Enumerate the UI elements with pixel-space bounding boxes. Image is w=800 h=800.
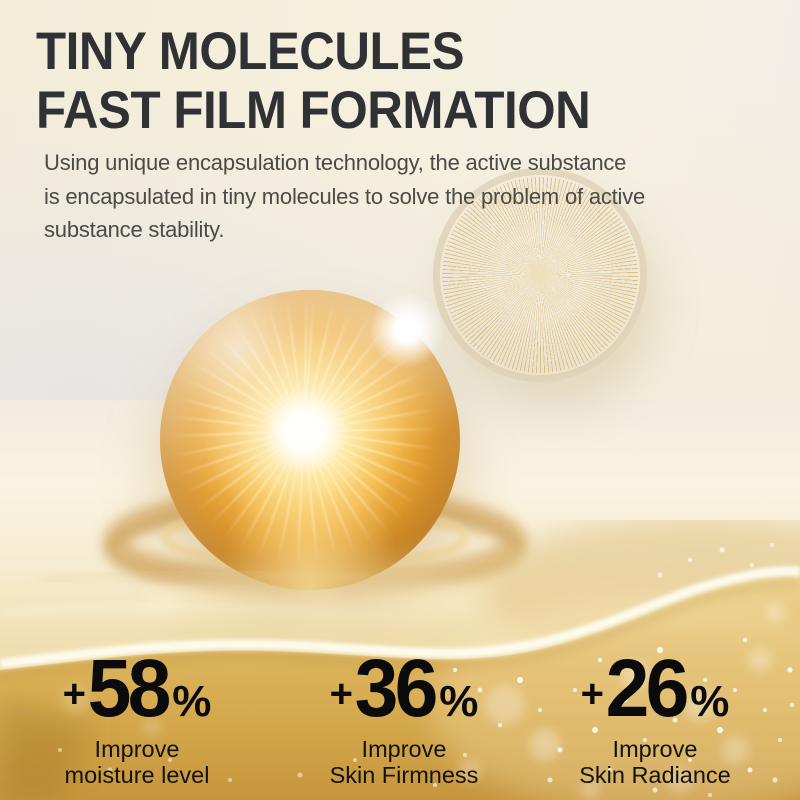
stat-firmness: + 36 % Improve Skin Firmness — [274, 643, 534, 788]
percent-sign: % — [439, 677, 479, 726]
title-line-1: TINY MOLECULES — [36, 22, 465, 81]
description-text: Using unique encapsulation technology, t… — [44, 146, 645, 247]
plus-sign: + — [580, 672, 604, 716]
stat-moisture-value: + 58 % — [7, 643, 267, 734]
stat-radiance-label: Improve Skin Radiance — [579, 736, 731, 788]
stat-firmness-value: + 36 % — [274, 643, 534, 734]
plus-sign: + — [62, 672, 86, 716]
capsule-core-glow — [433, 168, 647, 382]
page-title: TINY MOLECULES FAST FILM FORMATION — [36, 22, 591, 140]
description-line-1: Using unique encapsulation technology, t… — [44, 150, 627, 175]
stat-firmness-label: Improve Skin Firmness — [329, 736, 479, 788]
percent-sign: % — [690, 677, 730, 726]
stat-radiance: + 26 % Improve Skin Radiance — [525, 643, 785, 788]
plus-sign: + — [329, 672, 353, 716]
stats-row: + 58 % Improve moisture level + 36 % Imp… — [0, 643, 800, 792]
title-line-2: FAST FILM FORMATION — [36, 81, 591, 140]
stat-digits: 26 — [605, 643, 690, 734]
stat-radiance-value: + 26 % — [525, 643, 785, 734]
stat-moisture-label: Improve moisture level — [64, 736, 210, 788]
capsule-sphere-image — [433, 168, 647, 382]
description-line-2: is encapsulated in tiny molecules to sol… — [44, 183, 646, 209]
stat-moisture: + 58 % Improve moisture level — [7, 643, 267, 788]
hero-sphere-image — [160, 290, 460, 590]
stat-digits: 58 — [87, 643, 172, 734]
liquid-wave-graphic — [0, 520, 800, 800]
stat-digits: 36 — [354, 643, 439, 734]
hero-sphere-flare — [370, 293, 444, 367]
percent-sign: % — [172, 677, 212, 726]
description-line-3: substance stability. — [44, 217, 225, 242]
